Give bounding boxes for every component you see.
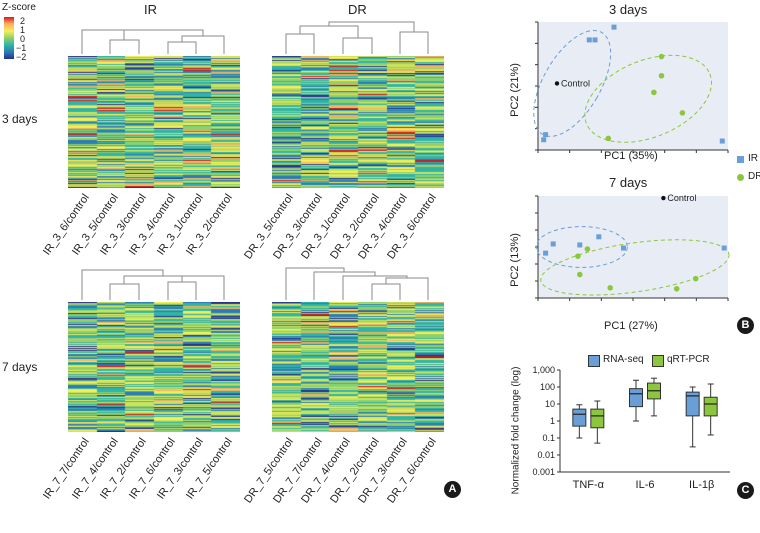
boxplot-y-tick-label: 10: [545, 399, 555, 409]
pca-point-dr: [692, 275, 699, 282]
boxplot-box-qrtpcr: [590, 400, 605, 444]
boxplot-legend-qrtpcr: qRT-PCR: [667, 354, 710, 365]
pca-point-ir: [621, 245, 626, 251]
pca-background: [538, 196, 728, 298]
pca-group-ellipse: [535, 226, 628, 268]
pca-group-ellipse: [533, 29, 612, 137]
pca-legend-ir-label: IR: [748, 153, 758, 164]
pca-legend-dr-label: DR: [748, 171, 760, 182]
pca-legend-ir-swatch: [737, 156, 744, 163]
heatmap-dr-7days: [272, 302, 444, 432]
pca-point-ir: [586, 37, 592, 43]
row-label-3days: 3 days: [2, 112, 38, 126]
zscore-colorbar: [4, 17, 14, 59]
boxplot-legend-rnaseq: RNA-seq: [603, 354, 644, 365]
pca-control-label: Control: [667, 193, 696, 203]
boxplot-box-rnaseq: [685, 386, 700, 448]
boxplot-box-rnaseq: [572, 404, 587, 439]
boxplot-y-tick-label: 0.001: [532, 467, 555, 477]
heatmap-ir-7days: [68, 302, 240, 432]
zscore-tick: −1: [16, 43, 27, 53]
pca-point-ir: [577, 242, 583, 248]
pca-group-ellipse: [584, 54, 713, 143]
pca-point-dr: [651, 89, 657, 96]
pca-point-ir: [543, 132, 549, 138]
pca-point-dr: [575, 253, 581, 259]
heatmap-dr-3days: [272, 56, 444, 188]
pca-control-label: Control: [561, 78, 590, 88]
pca-point-ir: [596, 234, 602, 240]
boxplot-y-tick-label: 0.1: [542, 433, 555, 443]
pca-point-dr: [577, 271, 583, 278]
pca-7days-ylabel: PC2 (13%): [508, 233, 521, 287]
pca-plot-3days: Control: [533, 21, 729, 153]
boxplot-box-qrtpcr: [647, 377, 661, 417]
boxplot-box-qrtpcr: [703, 383, 718, 436]
boxplot-y-tick-label: 0.01: [537, 450, 555, 460]
pca-point-ir: [721, 245, 727, 251]
zscore-legend-title: Z-score: [2, 2, 36, 13]
pca-point-ir: [611, 24, 617, 30]
boxplot-legend-rnaseq-swatch: [588, 355, 600, 367]
pca-point-ir: [550, 241, 556, 247]
pca-7days-xlabel: PC1 (27%): [604, 320, 658, 332]
pca-point-ir: [592, 37, 598, 43]
boxplot-category-label: IL-6: [636, 479, 655, 491]
pca-7days-title: 7 days: [609, 175, 648, 190]
pca-point-dr: [658, 53, 665, 60]
panel-badge-a: A: [444, 481, 461, 498]
pca-3days-xlabel: PC1 (35%): [604, 150, 658, 162]
panel-badge-c: C: [737, 482, 754, 499]
pca-point-dr: [607, 285, 613, 291]
boxplot-fold-change: 1,000 100 10 1 0.1 0.01 0.001 TNF-α IL-6 IL-1β: [532, 365, 730, 491]
dendrogram-dr-7: [285, 267, 429, 300]
pca-point-dr: [673, 286, 680, 292]
pca-background: [538, 22, 728, 150]
boxplot-legend-qrtpcr-swatch: [652, 355, 664, 367]
group-label-ir: IR: [144, 2, 157, 17]
zscore-tick: −2: [16, 52, 27, 62]
panel-badge-b: B: [737, 317, 754, 334]
dendrogram-ir-3: [81, 29, 225, 54]
pca-legend-dr-swatch: [737, 174, 744, 181]
zscore-tick: 1: [20, 25, 26, 35]
group-label-dr: DR: [348, 2, 367, 17]
row-label-7days: 7 days: [2, 360, 38, 374]
zscore-tick: 2: [20, 16, 26, 26]
pca-point-dr: [584, 246, 591, 252]
boxplot-y-tick-label: 100: [540, 382, 555, 392]
pca-point-ir: [543, 250, 549, 256]
boxplot-box-rnaseq: [629, 379, 643, 422]
dendrogram-ir-7: [81, 269, 225, 300]
dendrogram-dr-3: [285, 21, 429, 54]
boxplot-y-tick-label: 1,000: [532, 365, 555, 375]
pca-plot-7days: Control: [535, 193, 730, 301]
pca-point-control: [661, 195, 666, 201]
pca-3days-title: 3 days: [609, 2, 648, 17]
pca-point-dr: [605, 135, 612, 142]
pca-point-ir: [541, 137, 547, 143]
pca-point-ir: [719, 138, 725, 144]
pca-group-ellipse: [540, 239, 730, 296]
boxplot-category-label: TNF-α: [573, 479, 605, 491]
pca-point-control: [554, 81, 560, 86]
zscore-tick: 0: [20, 34, 26, 44]
boxplot-category-label: IL-1β: [689, 479, 714, 491]
pca-point-dr: [658, 72, 665, 79]
boxplot-y-tick-label: 1: [550, 416, 555, 426]
pca-3days-ylabel: PC2 (21%): [508, 63, 521, 117]
heatmap-ir-3days: [68, 56, 240, 188]
pca-point-dr: [679, 110, 686, 116]
